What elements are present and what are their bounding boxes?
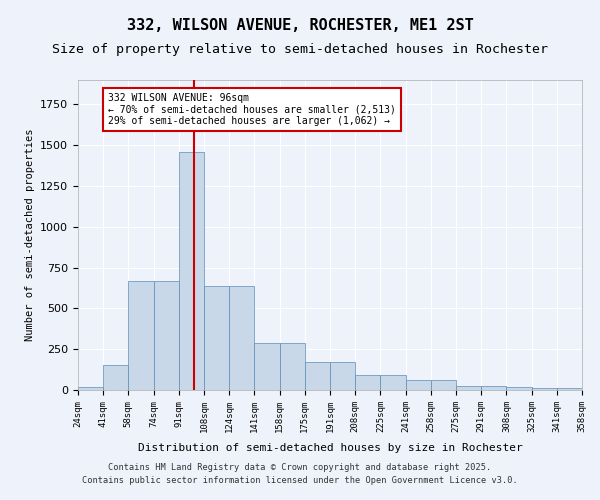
Bar <box>481 386 506 390</box>
Bar <box>506 387 532 390</box>
Bar <box>380 374 406 390</box>
Bar <box>431 380 456 390</box>
Bar <box>154 280 179 390</box>
Text: Contains HM Land Registry data © Crown copyright and database right 2025.: Contains HM Land Registry data © Crown c… <box>109 462 491 471</box>
Bar <box>179 152 204 390</box>
Text: 332, WILSON AVENUE, ROCHESTER, ME1 2ST: 332, WILSON AVENUE, ROCHESTER, ME1 2ST <box>127 18 473 32</box>
Bar <box>280 342 305 390</box>
Bar <box>254 342 280 390</box>
Bar <box>532 388 557 390</box>
Bar <box>406 380 431 390</box>
Bar <box>78 386 103 390</box>
Text: Contains public sector information licensed under the Open Government Licence v3: Contains public sector information licen… <box>82 476 518 485</box>
Text: 332 WILSON AVENUE: 96sqm
← 70% of semi-detached houses are smaller (2,513)
29% o: 332 WILSON AVENUE: 96sqm ← 70% of semi-d… <box>108 93 396 126</box>
Bar <box>557 388 582 390</box>
Bar <box>204 286 229 390</box>
Bar <box>330 362 355 390</box>
Bar <box>355 374 380 390</box>
Bar <box>229 286 254 390</box>
Bar <box>456 386 481 390</box>
Bar <box>305 362 330 390</box>
X-axis label: Distribution of semi-detached houses by size in Rochester: Distribution of semi-detached houses by … <box>137 443 523 453</box>
Text: Size of property relative to semi-detached houses in Rochester: Size of property relative to semi-detach… <box>52 42 548 56</box>
Bar <box>128 280 154 390</box>
Y-axis label: Number of semi-detached properties: Number of semi-detached properties <box>25 128 35 341</box>
Bar <box>103 364 128 390</box>
